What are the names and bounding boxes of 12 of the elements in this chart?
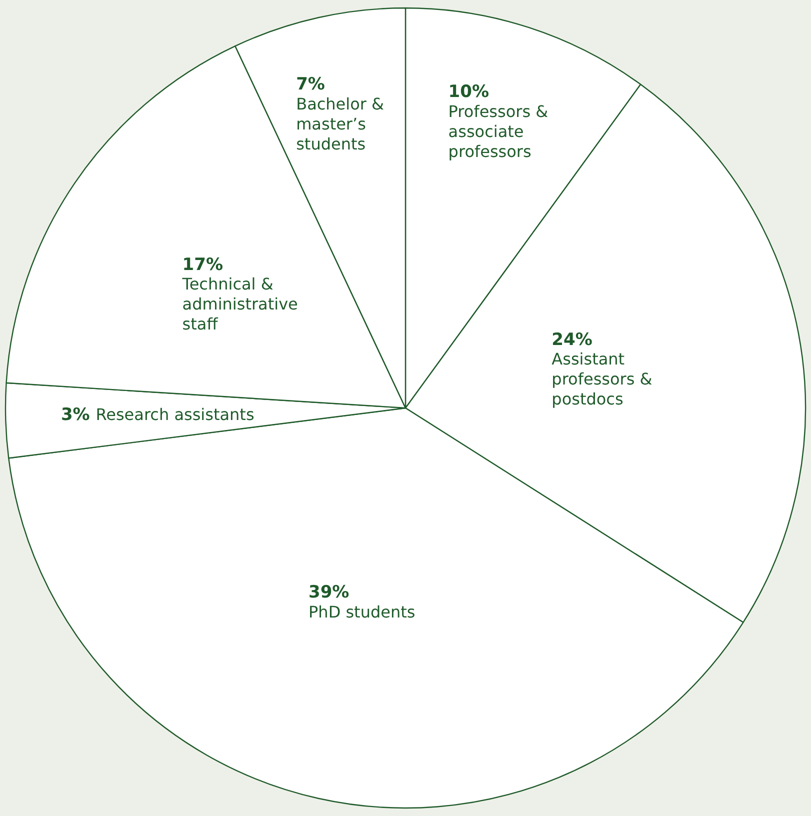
slice-label: Technical & administrative staff [181,274,298,334]
slice-label: PhD students [308,602,416,622]
data-label: 24% [552,330,592,350]
slice-label: Professors & associate professors [448,102,548,161]
data-label: 3% [60,405,90,426]
data-label: 10% [448,82,490,102]
data-label: 39% [308,582,350,603]
slice-label: Research assistants [96,404,254,424]
data-label: 17% [182,255,223,276]
slice-label: Assistant professors & postdocs [552,350,652,409]
data-label: 7% [296,74,325,95]
slice-label: Bachelor & master’s students [296,94,384,154]
